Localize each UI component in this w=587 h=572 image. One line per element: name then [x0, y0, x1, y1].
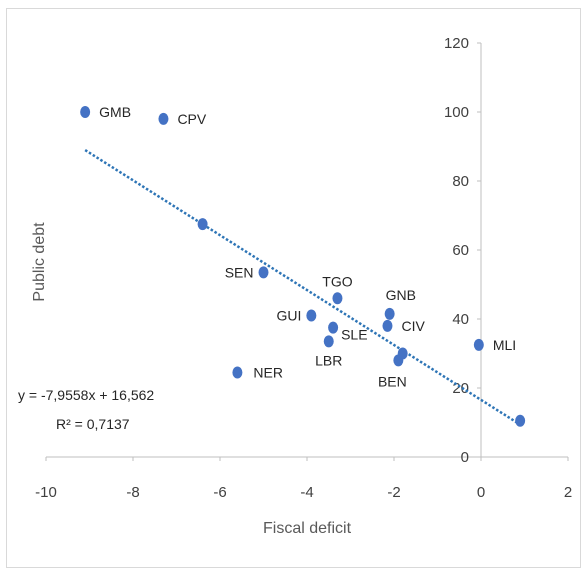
y-tick-label: 80: [452, 173, 469, 190]
data-point: [382, 319, 393, 332]
y-tick-label: 60: [452, 242, 469, 259]
data-point: [158, 112, 169, 125]
x-axis-ticks: -10 -8 -6 -4 -2 0 2: [35, 457, 572, 501]
data-points: [80, 106, 526, 427]
point-label: GUI: [276, 308, 301, 324]
chart-area: [6, 8, 581, 568]
data-point: [258, 266, 269, 279]
data-point: [306, 309, 317, 322]
point-label: GNB: [386, 287, 416, 303]
x-tick-label: -2: [387, 484, 400, 501]
data-point: [473, 338, 484, 351]
data-point: [328, 321, 339, 334]
point-label: BEN: [378, 373, 407, 389]
data-point: [332, 292, 343, 305]
point-label: SEN: [225, 264, 254, 280]
data-point: [384, 307, 395, 320]
x-tick-label: 2: [564, 484, 572, 501]
y-axis-title: Public debt: [31, 222, 48, 302]
point-label: TGO: [322, 273, 352, 289]
x-tick-label: 0: [477, 484, 485, 501]
point-label: NER: [253, 364, 283, 380]
point-label: CIV: [401, 318, 425, 334]
data-point: [80, 106, 91, 118]
y-tick-label: 40: [452, 311, 469, 328]
data-point: [197, 218, 208, 231]
x-axis-title: Fiscal deficit: [263, 520, 352, 537]
data-point: [323, 335, 334, 348]
data-point: [515, 414, 526, 427]
r-squared-label: R² = 0,7137: [56, 416, 130, 432]
x-tick-label: -4: [300, 484, 313, 501]
x-tick-label: -6: [213, 484, 226, 501]
trendline-equation: y = -7,9558x + 16,562: [18, 387, 154, 403]
point-label: GMB: [99, 104, 131, 120]
x-tick-label: -10: [35, 484, 57, 501]
y-tick-label: 100: [444, 104, 469, 121]
data-point: [393, 354, 404, 367]
x-tick-label: -8: [126, 484, 139, 501]
point-label: CPV: [177, 111, 206, 127]
data-point: [232, 366, 243, 379]
point-labels: GMB CPV SEN TGO GNB GUI CIV SLE LBR BEN MLI NER: [99, 104, 516, 389]
point-label: SLE: [341, 327, 367, 343]
y-tick-label: 120: [444, 35, 469, 52]
point-label: MLI: [493, 337, 516, 353]
trendline: [84, 149, 521, 426]
point-label: LBR: [315, 352, 342, 368]
y-tick-label: 0: [461, 449, 469, 466]
